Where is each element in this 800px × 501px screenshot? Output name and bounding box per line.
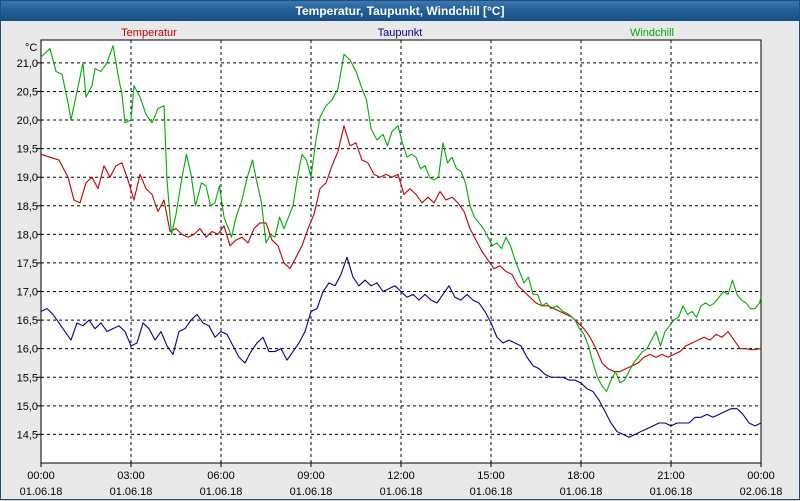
x-tick-date-label: 01.06.18 [380, 486, 423, 498]
x-axis: 00:00 01.06.18 03:00 01.06.18 06:00 01.06.18 0… [20, 463, 783, 498]
y-tick-label: 18,0 [17, 229, 38, 241]
y-axis: 14,5 15,0 15,5 16,0 16,5 17,0 17,5 18,0 18,5 19,0… [17, 58, 41, 441]
x-tick-date-label: 01.06.18 [470, 486, 513, 498]
x-tick-time-label: 12:00 [387, 470, 415, 482]
series-line-windchill [40, 45, 762, 393]
y-tick-label: 16,5 [17, 315, 38, 327]
x-tick-time-label: 06:00 [207, 470, 235, 482]
x-tick-date-label: 01.06.18 [650, 486, 693, 498]
y-tick-label: 15,5 [17, 372, 38, 384]
legend-windchill: Windchill [630, 27, 674, 39]
legend-temperatur: Temperatur [121, 27, 177, 39]
legend-taupunkt: Taupunkt [378, 27, 423, 39]
y-tick-label: 19,0 [17, 172, 38, 184]
x-tick-time-label: 18:00 [567, 470, 595, 482]
grid-layer [41, 40, 761, 463]
x-tick-time-label: 15:00 [477, 470, 505, 482]
series-line-temperatur [40, 125, 762, 373]
y-tick-label: 19,5 [17, 144, 38, 156]
chart-title: Temperatur, Taupunkt, Windchill [°C] [1, 1, 799, 21]
x-tick-date-label: 02.06.18 [740, 486, 783, 498]
y-tick-label: 21,0 [17, 58, 38, 70]
y-tick-label: 15,0 [17, 401, 38, 413]
series-line-taupunkt [40, 256, 762, 438]
x-tick-date-label: 01.06.18 [20, 486, 63, 498]
x-tick-date-label: 01.06.18 [200, 486, 243, 498]
x-tick-date-label: 01.06.18 [290, 486, 333, 498]
x-tick-time-label: 21:00 [657, 470, 685, 482]
x-tick-date-label: 01.06.18 [560, 486, 603, 498]
x-tick-time-label: 03:00 [117, 470, 145, 482]
y-tick-label: 17,0 [17, 287, 38, 299]
y-tick-label: 18,5 [17, 201, 38, 213]
x-tick-time-label: 00:00 [747, 470, 775, 482]
y-axis-unit-label: °C [25, 42, 37, 54]
x-tick-time-label: 00:00 [27, 470, 55, 482]
y-tick-label: 17,5 [17, 258, 38, 270]
y-tick-label: 16,0 [17, 344, 38, 356]
x-tick-date-label: 01.06.18 [110, 486, 153, 498]
y-tick-label: 20,0 [17, 115, 38, 127]
y-tick-label: 20,5 [17, 86, 38, 98]
y-tick-label: 14,5 [17, 429, 38, 441]
x-tick-time-label: 09:00 [297, 470, 325, 482]
series-layer [40, 45, 762, 438]
